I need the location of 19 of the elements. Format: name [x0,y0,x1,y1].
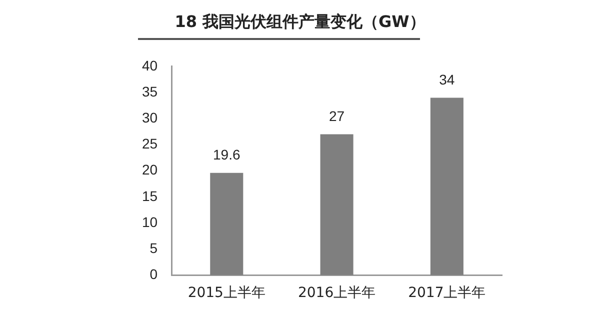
y-tick-label: 35 [142,83,158,100]
data-label: 34 [439,72,455,88]
bar [430,98,464,276]
y-tick-label: 30 [142,109,158,126]
data-label: 27 [328,108,345,124]
y-tick-label: 0 [150,266,158,282]
x-tick-label: 2016上半年 [298,285,376,302]
bar [320,134,354,276]
data-label: 19.6 [213,146,240,163]
chart-title: 18 我国光伏组件产量变化（GW） [174,12,426,33]
y-tick-label: 15 [142,188,158,204]
y-tick-label: 20 [142,162,158,178]
y-tick-label: 10 [142,214,158,230]
y-tick-label: 40 [142,57,158,74]
x-tick-label: 2015上半年 [188,285,266,302]
x-tick-label: 2017上半年 [408,285,486,302]
y-tick-label: 5 [150,240,158,256]
y-tick-label: 25 [142,136,158,152]
bar [210,172,244,276]
